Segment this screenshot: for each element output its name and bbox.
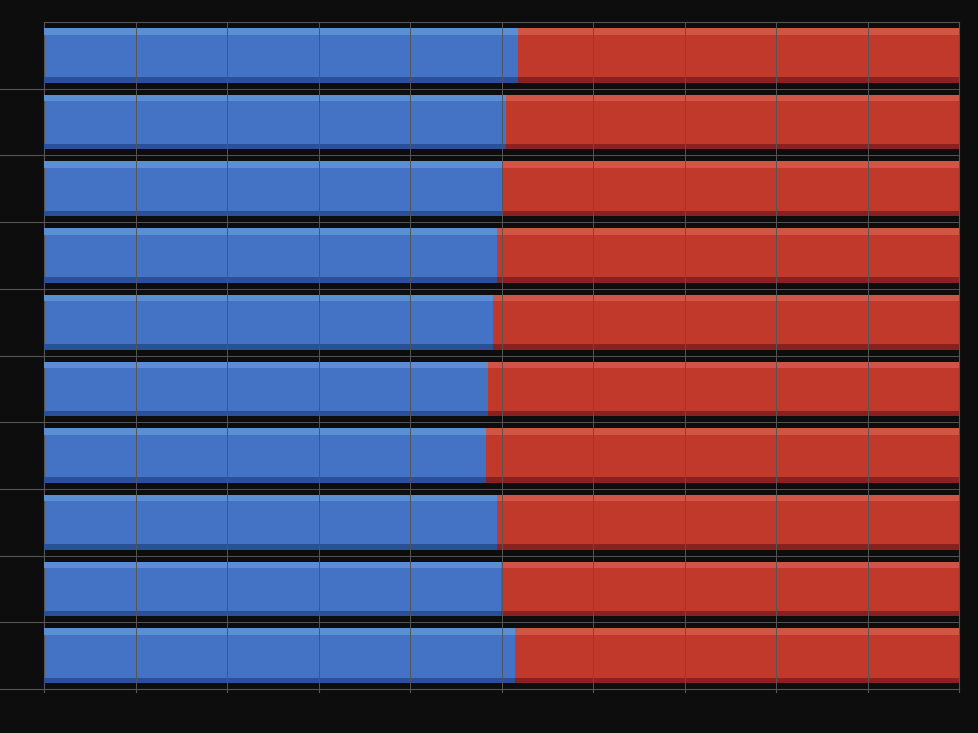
Bar bbox=[502, 161, 958, 216]
Bar bbox=[497, 277, 958, 283]
Bar bbox=[44, 277, 497, 283]
Bar bbox=[44, 628, 514, 635]
Bar bbox=[514, 677, 958, 683]
Bar bbox=[44, 477, 485, 483]
Bar bbox=[487, 410, 958, 416]
Bar bbox=[44, 28, 517, 83]
Bar bbox=[497, 228, 958, 235]
Bar bbox=[506, 144, 958, 150]
Bar bbox=[506, 95, 958, 150]
Bar bbox=[514, 628, 958, 635]
Bar bbox=[44, 95, 506, 101]
Bar bbox=[44, 495, 497, 501]
Bar bbox=[44, 611, 501, 616]
Bar bbox=[487, 361, 958, 416]
Bar bbox=[44, 361, 487, 368]
Bar bbox=[506, 95, 958, 101]
Bar bbox=[501, 561, 958, 616]
Bar bbox=[44, 677, 514, 683]
Bar bbox=[44, 228, 497, 235]
Bar bbox=[44, 295, 492, 350]
Bar bbox=[517, 77, 958, 83]
Bar bbox=[497, 495, 958, 501]
Bar bbox=[44, 144, 506, 150]
Bar bbox=[501, 611, 958, 616]
Bar bbox=[44, 428, 485, 435]
Bar bbox=[44, 428, 485, 483]
Bar bbox=[44, 628, 514, 683]
Bar bbox=[44, 161, 502, 216]
Bar bbox=[485, 428, 958, 435]
Bar bbox=[44, 210, 502, 216]
Bar bbox=[44, 544, 497, 550]
Bar bbox=[44, 161, 502, 168]
Bar bbox=[44, 228, 497, 283]
Bar bbox=[44, 495, 497, 550]
Bar bbox=[44, 361, 487, 416]
Bar bbox=[517, 28, 958, 34]
Bar bbox=[502, 210, 958, 216]
Bar bbox=[497, 495, 958, 550]
Bar bbox=[44, 561, 501, 616]
Bar bbox=[497, 544, 958, 550]
Bar bbox=[492, 344, 958, 350]
Bar bbox=[502, 161, 958, 168]
Bar bbox=[485, 477, 958, 483]
Bar bbox=[517, 28, 958, 83]
Bar bbox=[44, 95, 506, 150]
Bar bbox=[492, 295, 958, 301]
Bar bbox=[487, 361, 958, 368]
Bar bbox=[44, 28, 517, 34]
Bar bbox=[485, 428, 958, 483]
Bar bbox=[44, 344, 492, 350]
Bar bbox=[501, 561, 958, 568]
Bar bbox=[497, 228, 958, 283]
Bar bbox=[44, 295, 492, 301]
Bar bbox=[44, 77, 517, 83]
Bar bbox=[492, 295, 958, 350]
Bar bbox=[514, 628, 958, 683]
Bar bbox=[44, 561, 501, 568]
Bar bbox=[44, 410, 487, 416]
